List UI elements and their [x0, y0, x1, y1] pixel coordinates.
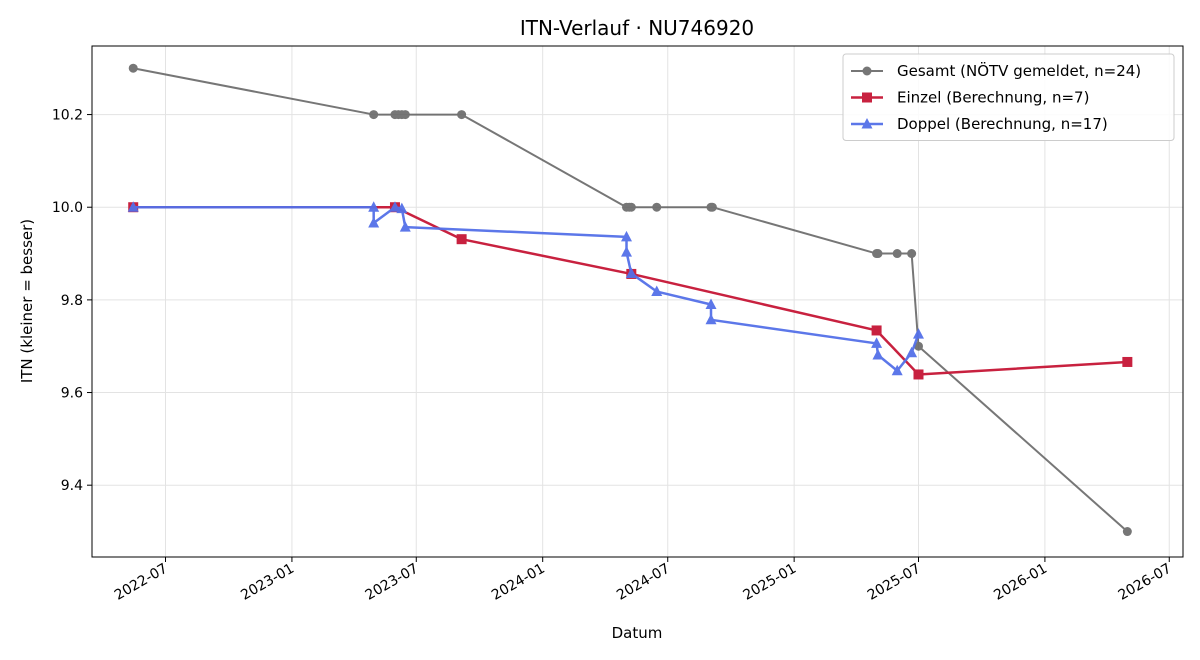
data-point: [368, 201, 380, 212]
data-point: [873, 249, 883, 259]
data-point: [705, 313, 717, 325]
data-point: [1122, 527, 1132, 537]
chart-title: ITN-Verlauf · NU746920: [520, 16, 754, 40]
data-point: [871, 325, 882, 336]
y-tick-label: 9.4: [61, 478, 83, 494]
legend-entry: [851, 118, 883, 129]
data-point: [389, 201, 401, 212]
data-point: [912, 328, 924, 339]
legend-swatch-marker: [862, 92, 872, 103]
legend-swatch-marker: [861, 118, 873, 129]
legend-label: Einzel (Berechnung, n=7): [897, 89, 1089, 107]
data-point: [913, 369, 924, 380]
data-point: [369, 110, 379, 120]
legend: Gesamt (NÖTV gemeldet, n=24) Einzel (Bere…: [842, 53, 1175, 141]
y-tick-label: 9.6: [61, 386, 83, 402]
legend-swatch-marker: [862, 66, 872, 76]
y-tick-label: 10.0: [52, 200, 83, 216]
data-point: [871, 337, 883, 348]
data-point: [399, 221, 411, 232]
data-point: [625, 267, 637, 278]
y-tick-label: 9.8: [61, 293, 83, 309]
series-3: [127, 201, 924, 376]
data-point: [626, 202, 636, 212]
data-point: [906, 346, 918, 358]
data-point: [651, 285, 663, 297]
x-axis-title: Datum: [612, 624, 663, 642]
data-point: [457, 110, 467, 120]
data-point: [127, 201, 139, 212]
y-axis: 9.4 9.6 9.8 10.0 10.2: [52, 108, 92, 494]
series-1: [128, 63, 1132, 537]
data-point: [456, 234, 467, 245]
y-axis-title: ITN (kleiner = besser): [18, 219, 36, 383]
data-point: [907, 249, 917, 259]
legend-box: [842, 53, 1175, 141]
data-point: [707, 202, 717, 212]
data-point: [872, 349, 884, 360]
plot-area-frame: [91, 45, 1184, 558]
data-point: [892, 249, 902, 259]
data-point: [621, 246, 633, 257]
legend-label: Gesamt (NÖTV gemeldet, n=24): [897, 61, 1141, 80]
data-point: [1122, 356, 1133, 367]
legend-entry: [851, 66, 883, 76]
data-point: [400, 110, 410, 120]
data-point: [705, 298, 717, 310]
data-point: [128, 63, 138, 73]
data-point: [652, 202, 662, 212]
data-point: [396, 202, 408, 214]
data-point: [913, 341, 923, 351]
data-point: [621, 230, 633, 242]
series-layer: [127, 63, 1133, 537]
legend-label: Doppel (Berechnung, n=17): [897, 115, 1108, 133]
data-point: [368, 216, 380, 228]
legend-entry: [851, 92, 883, 103]
data-point: [891, 364, 903, 376]
y-tick-label: 10.2: [52, 108, 83, 124]
